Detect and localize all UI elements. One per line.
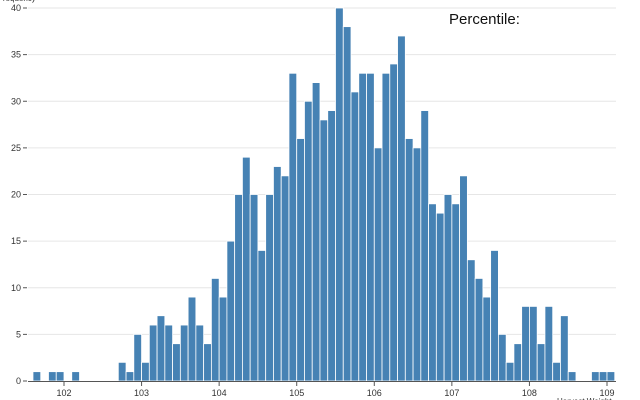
- histogram-bar: [288, 72, 298, 382]
- histogram-bar: [529, 305, 538, 382]
- histogram-bar: [474, 278, 484, 382]
- x-tick-label: 105: [289, 388, 304, 398]
- histogram-bar: [381, 72, 391, 382]
- x-tick-label: 106: [367, 388, 382, 398]
- histogram-bar: [335, 7, 344, 382]
- histogram-bar: [55, 371, 65, 382]
- histogram-bar: [544, 305, 554, 382]
- histogram-bar: [366, 72, 375, 382]
- y-tick-label: 0: [16, 376, 21, 386]
- histogram-bar: [242, 156, 251, 382]
- histogram-bar: [521, 305, 530, 382]
- histogram-bar: [172, 343, 181, 382]
- histogram-bar: [435, 212, 445, 382]
- histogram-bar: [203, 343, 212, 382]
- y-tick-label: 30: [11, 96, 21, 106]
- x-axis: 102 103 104 105 106 107 108 109: [28, 381, 616, 398]
- x-tick-label: 102: [56, 388, 71, 398]
- histogram-bar: [71, 371, 80, 382]
- histogram-bar: [141, 361, 150, 382]
- x-tick-label: 109: [599, 388, 614, 398]
- y-axis: 0 5 10 15 20 25 30 35 40: [11, 3, 27, 386]
- histogram-bar: [148, 324, 158, 382]
- histogram-bar: [536, 343, 546, 382]
- histogram-bar: [48, 371, 57, 382]
- x-tick-label: 108: [522, 388, 537, 398]
- histogram-bar: [358, 72, 367, 382]
- histogram-bar: [234, 194, 243, 382]
- histogram-bar: [560, 315, 569, 382]
- histogram-bar: [420, 110, 429, 382]
- histogram-bar: [257, 250, 267, 382]
- y-tick-label: 35: [11, 50, 21, 60]
- x-axis-title: Harvest Weight: [557, 397, 612, 400]
- histogram-bar: [164, 324, 173, 382]
- histogram-bar: [350, 91, 360, 382]
- histogram-bar: [210, 278, 220, 382]
- histogram-bar: [459, 175, 468, 382]
- histogram-bar: [428, 203, 437, 382]
- histogram-bar: [311, 82, 321, 382]
- histogram-bar: [32, 371, 42, 382]
- histogram-bar: [591, 371, 600, 382]
- histogram-bar: [389, 63, 398, 382]
- histogram-bar: [598, 371, 608, 382]
- histogram-bar: [505, 361, 515, 382]
- histogram-bar: [195, 324, 205, 382]
- histogram-bar: [179, 324, 189, 382]
- histogram-bar: [466, 259, 476, 382]
- y-tick-label: 10: [11, 283, 21, 293]
- histogram-bar: [226, 240, 236, 382]
- histogram-bar: [490, 250, 499, 382]
- histogram-bar: [513, 343, 523, 382]
- histogram-bar: [552, 361, 561, 382]
- y-tick-label: 40: [11, 3, 21, 13]
- histogram-bar: [156, 315, 166, 382]
- x-tick-label: 107: [444, 388, 459, 398]
- histogram-bar: [125, 371, 135, 382]
- y-tick-label: 25: [11, 143, 21, 153]
- histogram-bar: [451, 203, 461, 382]
- y-axis-title: Frequency: [0, 0, 36, 3]
- histogram-bar: [397, 35, 406, 382]
- histogram-bar: [280, 175, 290, 382]
- histogram-bar: [117, 361, 127, 382]
- y-tick-label: 15: [11, 236, 21, 246]
- histogram-bar: [412, 147, 422, 382]
- histogram-bar: [249, 194, 259, 382]
- histogram-bar: [482, 296, 492, 382]
- x-tick-label: 103: [134, 388, 149, 398]
- x-tick-label: 104: [212, 388, 227, 398]
- percentile-annotation: Percentile:: [449, 11, 520, 28]
- histogram-bar: [373, 147, 383, 382]
- histogram-bar: [265, 194, 274, 382]
- histogram-bar: [273, 166, 282, 382]
- histogram-bar: [342, 26, 352, 382]
- histogram-bar: [497, 333, 507, 382]
- histogram-bar: [296, 138, 305, 382]
- histogram-bar: [187, 296, 197, 382]
- y-tick-label: 5: [16, 329, 21, 339]
- y-tick-label: 20: [11, 190, 21, 200]
- histogram-bar: [327, 110, 336, 382]
- histogram-bar: [133, 333, 142, 382]
- histogram-bar: [443, 194, 453, 382]
- histogram-bar: [304, 100, 313, 382]
- histogram-bar: [319, 119, 329, 382]
- histogram-bar: [606, 371, 616, 382]
- histogram-bar: [567, 371, 577, 382]
- histogram-bar: [404, 138, 414, 382]
- histogram-bar: [218, 296, 228, 382]
